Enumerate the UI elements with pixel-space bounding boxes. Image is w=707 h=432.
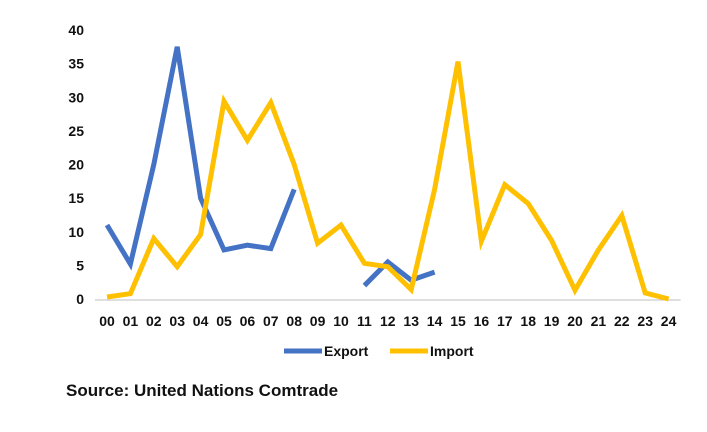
x-tick-label: 22 [614, 313, 630, 329]
x-tick-label: 17 [497, 313, 513, 329]
x-tick-label: 23 [637, 313, 653, 329]
export-series-line [104, 46, 297, 271]
x-tick-label: 04 [193, 313, 209, 329]
x-tick-label: 03 [169, 313, 185, 329]
x-tick-label: 16 [474, 313, 490, 329]
x-tick-label: 14 [427, 313, 443, 329]
x-tick-label: 05 [216, 313, 232, 329]
y-tick-label: 0 [76, 291, 84, 307]
import-legend-label: Import [430, 343, 474, 359]
y-tick-label: 10 [68, 224, 84, 240]
x-tick-label: 08 [286, 313, 302, 329]
x-tick-label: 21 [591, 313, 607, 329]
x-tick-label: 02 [146, 313, 162, 329]
x-tick-label: 18 [520, 313, 536, 329]
x-tick-label: 15 [450, 313, 466, 329]
x-tick-label: 19 [544, 313, 560, 329]
import-series-line [106, 61, 670, 302]
x-tick-label: 24 [661, 313, 677, 329]
x-tick-label: 07 [263, 313, 279, 329]
y-tick-label: 5 [76, 257, 84, 273]
x-tick-label: 00 [99, 313, 115, 329]
x-tick-label: 01 [123, 313, 139, 329]
y-tick-label: 30 [68, 89, 84, 105]
y-tick-label: 40 [68, 22, 84, 38]
y-tick-label: 35 [68, 56, 84, 72]
y-tick-label: 20 [68, 157, 84, 173]
x-tick-label: 06 [240, 313, 256, 329]
x-tick-label: 13 [403, 313, 419, 329]
source-note: Source: United Nations Comtrade [66, 381, 339, 400]
x-tick-label: 09 [310, 313, 326, 329]
export-series-line [362, 258, 436, 288]
x-tick-label: 11 [357, 313, 372, 329]
x-tick-label: 12 [380, 313, 396, 329]
y-tick-label: 25 [68, 123, 84, 139]
x-tick-label: 20 [567, 313, 583, 329]
y-tick-label: 15 [68, 190, 84, 206]
export-legend-label: Export [324, 343, 369, 359]
x-tick-label: 10 [333, 313, 349, 329]
